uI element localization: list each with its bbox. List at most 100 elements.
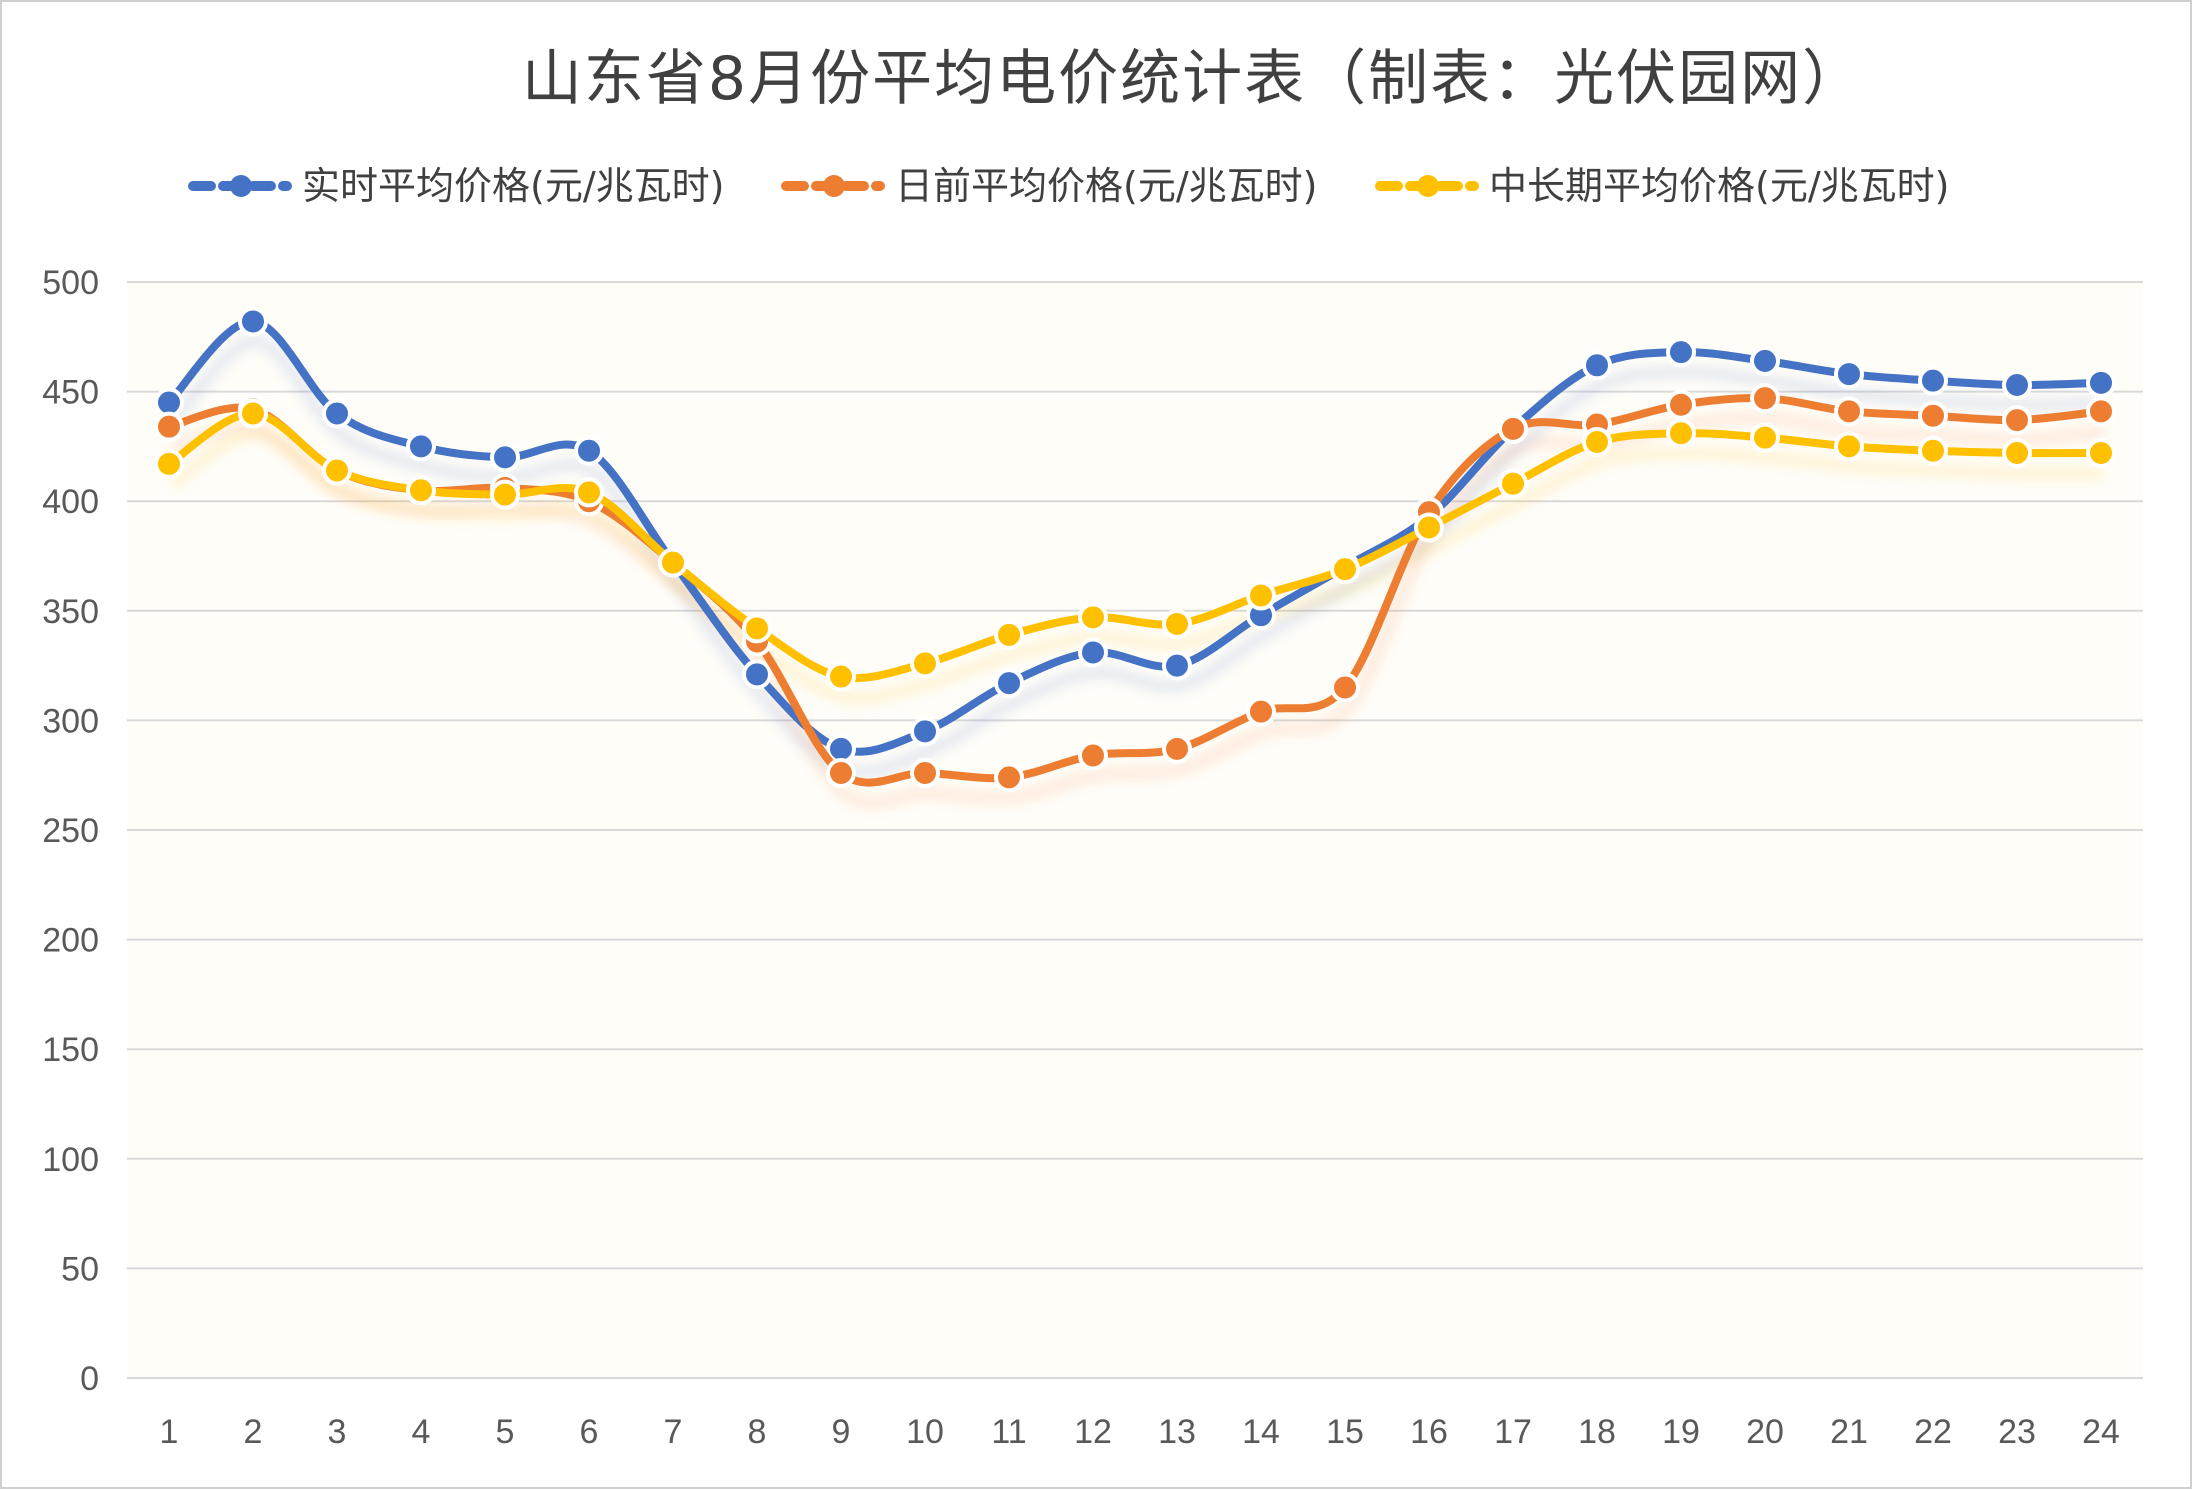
data-point	[322, 455, 352, 486]
data-point	[1750, 422, 1780, 453]
x-axis: 1 2 3 4 5 6 7 8 9 10 11 12 13 14 15 16 17 18 19 20 21 22 23 24	[160, 1413, 2120, 1451]
x-tick-label: 1	[160, 1413, 179, 1451]
data-point	[1162, 608, 1192, 639]
data-point	[826, 758, 856, 789]
x-tick-label: 5	[496, 1413, 515, 1451]
data-point	[2002, 370, 2032, 401]
legend: 实时平均价格(元/兆瓦时) 日前平均价格(元/兆瓦时) 中长期平均价格(元/兆瓦时)	[188, 164, 1949, 208]
y-tick-label: 150	[42, 1031, 99, 1069]
data-point	[1834, 359, 1864, 390]
x-tick-label: 16	[1410, 1413, 1448, 1451]
x-tick-label: 15	[1326, 1413, 1364, 1451]
data-point	[910, 716, 940, 747]
series-shadow	[166, 334, 2105, 779]
data-point	[238, 306, 268, 337]
data-point	[910, 758, 940, 789]
data-point	[1918, 435, 1948, 466]
data-point	[2086, 437, 2116, 468]
data-point	[490, 479, 520, 510]
series-shadow	[168, 426, 2105, 706]
data-point	[1078, 637, 1108, 668]
data-point	[1834, 431, 1864, 462]
data-point	[2002, 437, 2032, 468]
data-point	[322, 398, 352, 429]
series-lines	[154, 306, 2116, 793]
x-tick-label: 23	[1998, 1413, 2036, 1451]
data-point	[1582, 350, 1612, 381]
data-point	[1246, 696, 1276, 727]
data-point	[238, 398, 268, 429]
data-point	[1834, 396, 1864, 427]
data-point	[1246, 580, 1276, 611]
data-point	[2002, 405, 2032, 436]
legend-item: 日前平均价格(元/兆瓦时)	[781, 164, 1317, 208]
data-point	[2086, 367, 2116, 398]
x-tick-label: 6	[580, 1413, 599, 1451]
y-tick-label: 500	[42, 264, 99, 302]
x-tick-label: 11	[991, 1413, 1026, 1451]
y-tick-label: 450	[42, 374, 99, 412]
x-tick-label: 9	[832, 1413, 851, 1451]
data-point	[910, 648, 940, 679]
data-point	[406, 431, 436, 462]
data-point	[1330, 554, 1360, 585]
y-axis: 0 50 100 150 200 250 300 350 400 450 500	[42, 264, 99, 1398]
x-tick-label: 3	[328, 1413, 347, 1451]
data-point	[742, 659, 772, 690]
legend-label: 中长期平均价格(元/兆瓦时)	[1489, 164, 1949, 208]
x-tick-label: 12	[1074, 1413, 1112, 1451]
x-tick-label: 8	[748, 1413, 767, 1451]
y-tick-label: 50	[61, 1250, 99, 1288]
y-tick-label: 200	[42, 922, 99, 960]
data-point	[994, 668, 1024, 699]
data-point	[1414, 512, 1444, 543]
x-tick-label: 10	[906, 1413, 944, 1451]
gridlines	[127, 281, 2143, 1379]
data-point	[406, 475, 436, 506]
data-point	[1582, 427, 1612, 458]
data-point	[1918, 365, 1948, 396]
legend-item: 实时平均价格(元/兆瓦时)	[188, 164, 724, 208]
y-tick-label: 350	[42, 593, 99, 631]
data-point	[826, 661, 856, 692]
data-point	[1666, 337, 1696, 368]
data-point	[1750, 383, 1780, 414]
data-point	[154, 448, 184, 479]
x-tick-label: 2	[244, 1413, 263, 1451]
data-point	[1666, 389, 1696, 420]
x-tick-label: 4	[412, 1413, 431, 1451]
x-tick-label: 19	[1662, 1413, 1700, 1451]
data-point	[2086, 396, 2116, 427]
legend-swatch-marker	[1417, 175, 1439, 197]
legend-swatch-marker	[823, 175, 845, 197]
y-tick-label: 100	[42, 1141, 99, 1179]
x-tick-label: 17	[1494, 1413, 1532, 1451]
data-point	[1750, 345, 1780, 376]
data-point	[1666, 418, 1696, 449]
data-point	[994, 619, 1024, 650]
data-point	[1918, 400, 1948, 431]
legend-item: 中长期平均价格(元/兆瓦时)	[1375, 164, 1949, 208]
data-point	[1498, 468, 1528, 499]
y-tick-label: 250	[42, 812, 99, 850]
data-point	[1078, 602, 1108, 633]
x-tick-label: 18	[1578, 1413, 1616, 1451]
data-point	[574, 477, 604, 508]
x-tick-label: 13	[1158, 1413, 1196, 1451]
x-tick-label: 24	[2082, 1413, 2120, 1451]
y-tick-label: 400	[42, 483, 99, 521]
chart-title: 山东省8月份平均电价统计表（制表：光伏园网）	[521, 44, 1865, 114]
x-tick-label: 20	[1746, 1413, 1784, 1451]
y-tick-label: 0	[80, 1360, 99, 1398]
data-point	[1330, 672, 1360, 703]
data-point	[1162, 733, 1192, 764]
x-tick-label: 7	[664, 1413, 683, 1451]
data-point	[1162, 650, 1192, 681]
x-tick-label: 21	[1830, 1413, 1868, 1451]
x-tick-label: 22	[1914, 1413, 1952, 1451]
data-point	[1078, 740, 1108, 771]
data-point	[994, 762, 1024, 793]
legend-label: 实时平均价格(元/兆瓦时)	[302, 164, 724, 208]
